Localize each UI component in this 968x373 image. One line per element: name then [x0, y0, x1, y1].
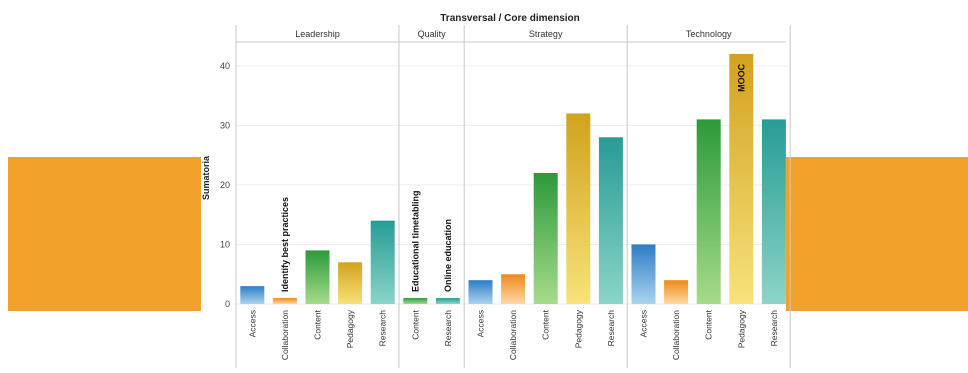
- bar: [566, 113, 591, 304]
- bar: [272, 298, 297, 304]
- category-label: Access: [639, 310, 649, 337]
- bar-annotation: MOOC: [736, 63, 746, 91]
- chart-title: Transversal / Core dimension: [440, 13, 580, 24]
- category-label: Pedagogy: [573, 309, 583, 348]
- panels-layer: Leadership Access Collaboration Content Peda…: [235, 25, 791, 368]
- category-label: Content: [704, 309, 714, 339]
- bar: [598, 137, 623, 304]
- y-axis-label: Sumatoria: [201, 155, 211, 200]
- category-label: Content: [313, 309, 323, 339]
- category-label: Collaboration: [508, 310, 518, 360]
- right-orange-banner: [782, 157, 968, 311]
- y-tick-label: 0: [225, 299, 230, 309]
- bar: [631, 244, 656, 304]
- panel-title: Strategy: [529, 29, 563, 39]
- category-label: Collaboration: [280, 310, 290, 360]
- bar-annotation: Identify best practices: [280, 197, 290, 292]
- panel-title: Leadership: [295, 29, 340, 39]
- bar: [533, 173, 558, 304]
- category-label: Pedagogy: [345, 309, 355, 348]
- category-label: Research: [769, 310, 779, 347]
- bar: [240, 286, 265, 304]
- bar: [468, 280, 493, 304]
- category-label: Research: [443, 310, 453, 347]
- y-tick-label: 10: [220, 239, 230, 249]
- panel-title: Technology: [686, 29, 732, 39]
- panel-leadership: Leadership Access Collaboration Content Peda…: [240, 29, 395, 360]
- panel-technology: Technology Access Collaboration Content Peda…: [631, 29, 786, 360]
- bar: [435, 298, 460, 304]
- grid-layer: [236, 65, 786, 305]
- category-label: Content: [410, 309, 420, 339]
- category-label: Access: [476, 310, 486, 337]
- plot-background: [236, 25, 786, 368]
- bar: [761, 119, 786, 304]
- category-label: Research: [606, 310, 616, 347]
- y-tick-label: 30: [220, 120, 230, 130]
- bar-annotation: Educational timetabling: [410, 191, 420, 293]
- left-orange-banner: [8, 157, 201, 311]
- bar: [305, 250, 330, 304]
- bar: [403, 298, 428, 304]
- bar: [501, 274, 526, 304]
- bar: [664, 280, 689, 304]
- panel-strategy: Strategy Access Collaboration Content Pedago…: [468, 29, 623, 360]
- bar: [696, 119, 721, 304]
- bar: [370, 220, 395, 304]
- category-label: Collaboration: [671, 310, 681, 360]
- category-label: Content: [541, 309, 551, 339]
- category-label: Pedagogy: [736, 309, 746, 348]
- y-tick-label: 40: [220, 61, 230, 71]
- bar: [729, 53, 754, 305]
- category-label: Research: [378, 310, 388, 347]
- y-tick-label: 20: [220, 180, 230, 190]
- category-label: Access: [247, 310, 257, 337]
- bar-annotation: Online education: [443, 219, 453, 292]
- bar: [338, 262, 363, 304]
- panel-title: Quality: [418, 29, 447, 39]
- panel-quality: Quality Content Research Educational timeta…: [403, 29, 460, 346]
- y-axis-ticks: 0 10 20 30 40: [220, 61, 230, 309]
